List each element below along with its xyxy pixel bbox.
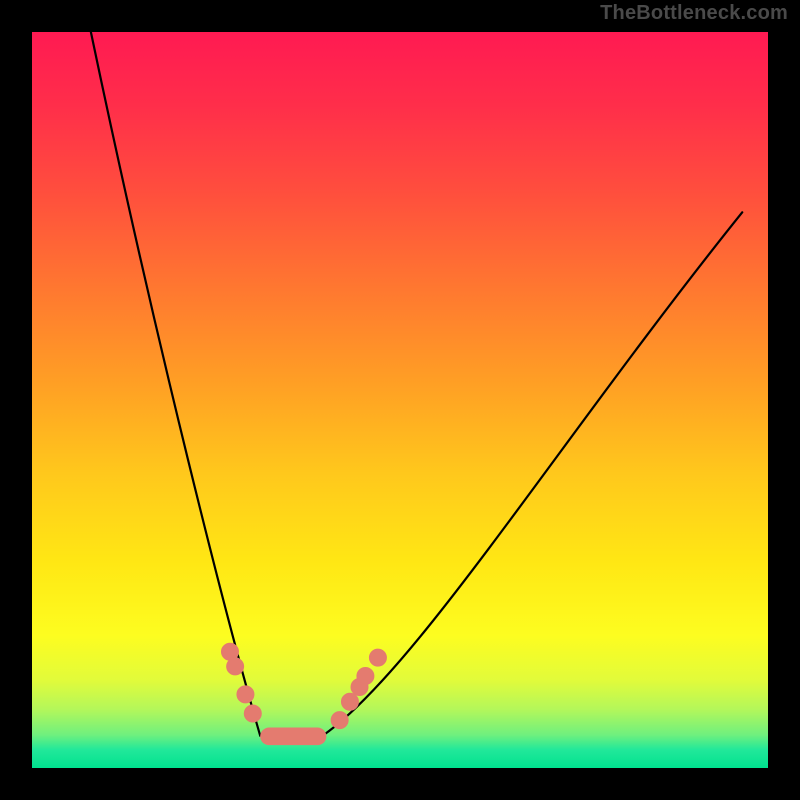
- marker-point: [341, 693, 358, 710]
- watermark-text: TheBottleneck.com: [600, 2, 788, 25]
- curve-layer: [32, 32, 768, 768]
- marker-point: [227, 658, 244, 675]
- marker-point: [237, 686, 254, 703]
- plot-area: [32, 32, 768, 768]
- marker-point: [369, 649, 386, 666]
- marker-valley-pill: [260, 728, 326, 746]
- marker-point: [357, 668, 374, 685]
- chart-frame: TheBottleneck.com: [0, 0, 800, 800]
- marker-point: [244, 705, 261, 722]
- bottleneck-curve: [91, 32, 742, 736]
- marker-point: [331, 712, 348, 729]
